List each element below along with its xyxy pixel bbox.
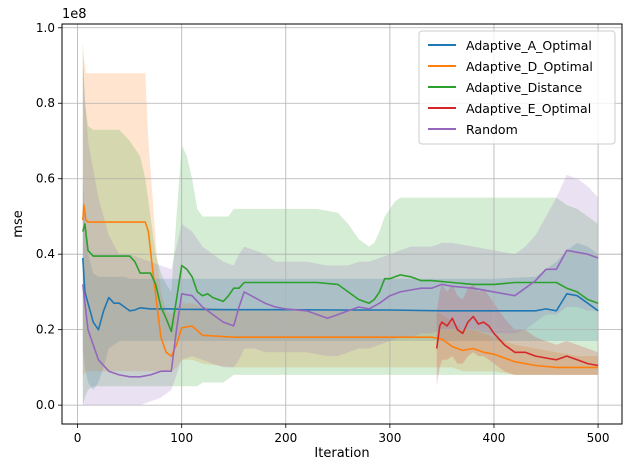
y-tick-label: 0.0 (36, 398, 55, 412)
series-lines (82, 204, 599, 378)
series-line-adaptive-a-optimal (82, 257, 599, 331)
legend-label: Adaptive_E_Optimal (466, 101, 591, 116)
x-tick-label: 400 (483, 431, 506, 445)
legend-label: Adaptive_A_Optimal (466, 38, 592, 53)
series-line-adaptive-distance (82, 223, 599, 333)
x-tick-label: 500 (587, 431, 610, 445)
y-tick-label: 0.8 (36, 96, 55, 110)
y-tick-label: 0.6 (36, 172, 55, 186)
band-adaptive-e-optimal (436, 284, 599, 387)
y-offset-label: 1e8 (62, 7, 87, 22)
series-line-adaptive-d-optimal (82, 204, 599, 369)
x-tick-label: 300 (378, 431, 401, 445)
y-tick-label: 0.4 (36, 247, 55, 261)
legend-label: Random (466, 122, 518, 137)
plot-area-frame (61, 23, 623, 425)
band-adaptive-d-optimal (82, 42, 599, 375)
y-tick-label: 1.0 (36, 21, 55, 35)
legend-label: Adaptive_D_Optimal (466, 59, 593, 74)
legend: Adaptive_A_Optimal Adaptive_D_Optimal Adap… (418, 30, 616, 145)
y-axis-label: mse (11, 210, 26, 237)
legend-box (418, 30, 616, 145)
x-axis-label: Iteration (314, 446, 369, 461)
x-tick-label: 200 (274, 431, 297, 445)
legend-label: Adaptive_Distance (466, 80, 583, 95)
y-tick-label: 0.2 (36, 323, 55, 337)
x-tick-label: 100 (170, 431, 193, 445)
series-line-random (82, 249, 599, 378)
x-tick-label: 0 (74, 431, 82, 445)
series-line-adaptive-e-optimal (435, 315, 599, 367)
x-axis: 0 100 200 300 400 500 (74, 424, 610, 445)
band-adaptive-a-optimal (82, 178, 599, 390)
y-axis: 0.0 0.2 0.4 0.6 0.8 1.0 (36, 21, 62, 412)
